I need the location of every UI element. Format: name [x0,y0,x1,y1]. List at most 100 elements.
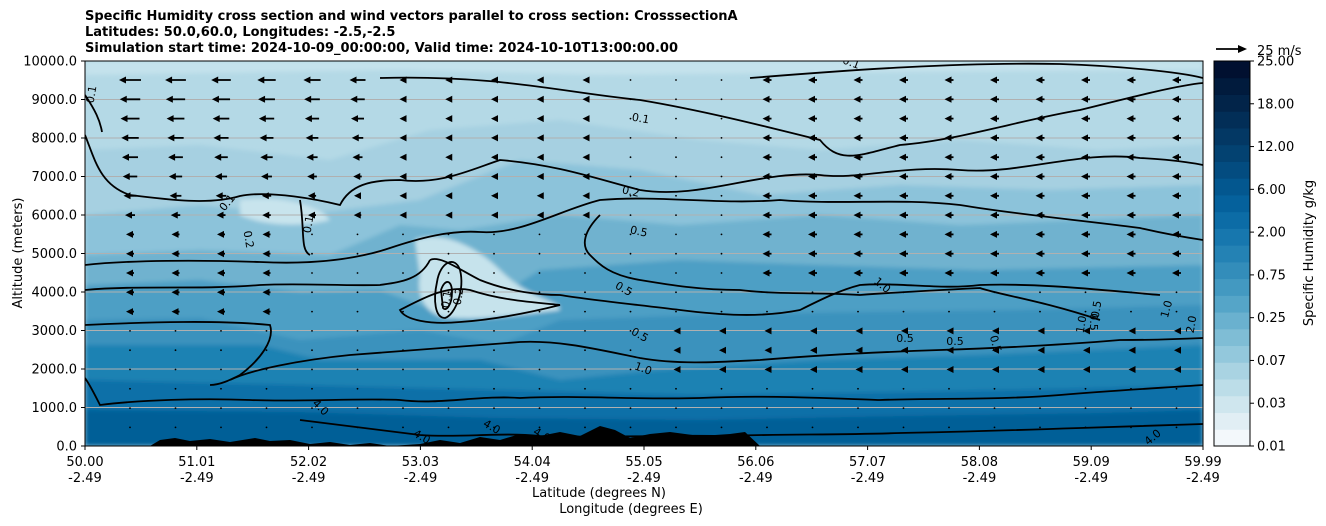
wind-vector [629,233,632,236]
wind-vector [673,366,681,373]
wind-vector [220,426,222,429]
wind-vector [168,153,183,161]
wind-vector [762,115,772,123]
wind-vector [720,310,723,313]
wind-vector [262,308,271,316]
wind-vector [675,117,677,120]
wind-vector [1081,115,1090,123]
wind-vector [1081,250,1090,258]
wind-vector [902,310,905,313]
wind-vector [399,115,407,123]
wind-vector [899,192,908,200]
wind-vector [1035,153,1045,161]
wind-vector [311,426,313,429]
wind-vector [493,387,495,390]
colorbar-segment [1214,362,1250,380]
wind-vector [1172,230,1181,238]
wind-vector [1126,153,1136,161]
wind-vector [811,310,814,313]
wind-vector [213,134,229,142]
colorbar-segment [1214,261,1250,280]
wind-vector [944,192,954,200]
wind-vector [720,98,723,101]
y-tick-label: 5000.0 [32,247,78,262]
colorbar-tick-label: 0.75 [1257,268,1286,283]
wind-vector [902,387,905,390]
wind-vector [629,291,632,294]
wind-vector [217,269,225,277]
wind-vector [675,175,677,178]
wind-vector [899,269,908,277]
humidity-contour-lines [85,62,1203,438]
wind-vector [171,288,180,296]
wind-vector [399,153,407,161]
wind-vector [855,346,863,354]
wind-vector [215,192,227,200]
x-axis: 50.00-2.4951.01-2.4952.02-2.4953.03-2.49… [66,446,1222,486]
wind-vector [402,387,404,390]
wind-vector [1126,134,1136,142]
wind-vector [311,387,313,390]
wind-vector [174,330,177,332]
wind-vector [402,272,404,274]
colorbar [1214,61,1250,447]
wind-vector [990,95,999,103]
wind-vector [948,310,950,313]
wind-vector [122,153,138,161]
wind-vector [402,426,404,429]
contour-label: 0.1 [631,111,650,127]
wind-vector [629,252,632,255]
wind-vector [536,211,544,219]
wind-vector [1039,310,1041,313]
wind-vector [899,153,908,161]
x-tick-label-longitude: -2.49 [1186,471,1220,486]
wind-vector [307,192,317,200]
wind-vector [1035,173,1045,180]
y-tick-label: 6000.0 [32,209,78,224]
wind-vector [944,269,954,277]
wind-vector [899,173,908,180]
colorbar-tick-label: 0.03 [1257,397,1286,412]
contour-line-0.1-top [379,76,1203,157]
wind-vector [993,291,996,294]
wind-vector [536,134,544,142]
wind-vector [990,134,999,142]
wind-vector [675,98,677,101]
x-tick-label-latitude: 58.08 [961,455,998,470]
wind-vector [675,291,677,294]
wind-vector [1084,407,1087,409]
wind-vector [261,173,272,180]
wind-vector [853,173,863,180]
contour-label: 4.0 [411,427,433,447]
wind-vector [538,252,541,255]
wind-vector [948,387,950,390]
wind-vector [811,291,814,294]
wind-vector [762,211,772,219]
wind-vector [493,291,495,294]
x-tick-label-latitude: 59.99 [1184,455,1221,470]
wind-vector [675,79,677,81]
wind-vector [764,346,772,354]
contour-line-0.5-upper [85,197,1203,266]
wind-vector [720,79,723,81]
wind-vector [265,426,268,429]
wind-vector [257,76,276,84]
wind-vector [808,173,817,180]
wind-vector [447,387,450,390]
wind-vector [853,211,863,219]
contour-label: 1.0 [1074,315,1090,334]
wind-vector [811,426,814,429]
contour-label: 0.1 [301,215,317,234]
wind-vector [265,387,268,390]
x-axis-label-longitude: Longitude (degrees E) [559,502,703,517]
wind-vector [1172,76,1181,84]
wind-vector [629,156,632,159]
wind-vector [261,192,272,200]
wind-vector [1081,269,1090,277]
wind-vector [311,252,313,255]
wind-vector [944,153,954,161]
wind-vector [262,230,271,238]
colorbar-tick-label: 6.00 [1257,183,1286,198]
wind-vector [990,211,999,219]
wind-vector [899,115,908,123]
